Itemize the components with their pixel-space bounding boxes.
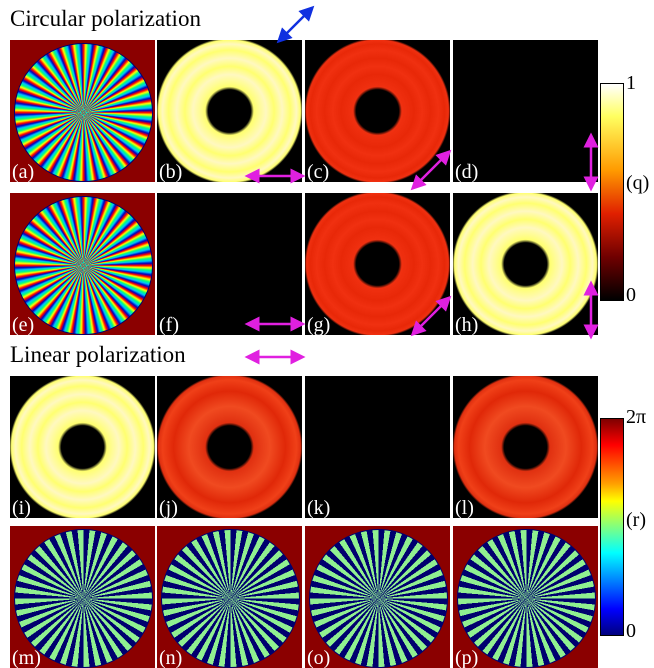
panel: (l) xyxy=(453,376,598,518)
panel-label: (a) xyxy=(12,161,35,182)
panel: (i) xyxy=(10,376,155,518)
panel: (d) xyxy=(453,40,598,182)
section-title: Linear polarization xyxy=(10,342,186,367)
colorbar-max: 1 xyxy=(626,72,636,94)
section-title: Circular polarization xyxy=(10,6,201,31)
panel-label: (g) xyxy=(307,314,331,335)
pattern xyxy=(14,196,153,335)
panel: (k) xyxy=(305,376,450,518)
panel-label: (k) xyxy=(307,497,331,518)
pattern xyxy=(14,529,153,668)
panel: (h) xyxy=(453,193,598,335)
panel: (c) xyxy=(305,40,450,182)
panel-label: (p) xyxy=(455,647,479,668)
colorbar-min: 0 xyxy=(626,620,636,642)
panel: (g) xyxy=(305,193,450,335)
panel: (f) xyxy=(157,193,302,335)
panel-label: (f) xyxy=(159,314,179,335)
pattern xyxy=(14,43,153,182)
panel-label: (l) xyxy=(455,497,474,518)
panel-label: (c) xyxy=(307,161,330,182)
panel: (j) xyxy=(157,376,302,518)
pattern xyxy=(457,529,596,668)
pattern xyxy=(309,529,448,668)
panel-label: (n) xyxy=(159,647,183,668)
panel: (o) xyxy=(305,526,450,668)
colorbar-max: 2π xyxy=(626,406,647,428)
panel-label: (j) xyxy=(159,497,178,518)
colorbar-label: (q) xyxy=(626,172,650,194)
panel-label: (o) xyxy=(307,647,331,668)
colorbar-label: (r) xyxy=(626,509,646,531)
panel-label: (h) xyxy=(455,314,479,335)
panel: (m) xyxy=(10,526,155,668)
panel: (p) xyxy=(453,526,598,668)
colorbar-min: 0 xyxy=(626,284,636,306)
pattern xyxy=(161,529,300,668)
panel: (n) xyxy=(157,526,302,668)
panel-label: (i) xyxy=(12,497,31,518)
panel: (b) xyxy=(157,40,302,182)
colorbar xyxy=(600,418,624,636)
panel-label: (m) xyxy=(12,647,41,668)
colorbar xyxy=(600,83,624,301)
panel-label: (e) xyxy=(12,314,35,335)
panel: (e) xyxy=(10,193,155,335)
panel-label: (b) xyxy=(159,161,183,182)
panel-label: (d) xyxy=(455,161,479,182)
panel: (a) xyxy=(10,40,155,182)
